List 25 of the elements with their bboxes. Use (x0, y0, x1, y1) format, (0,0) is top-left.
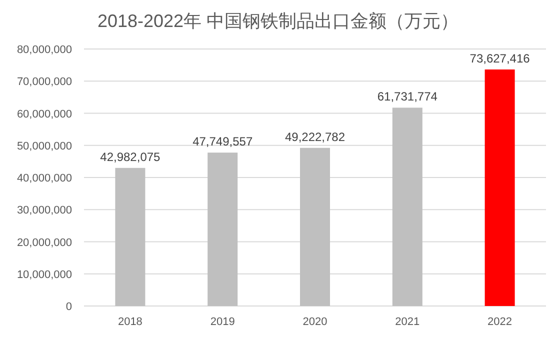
y-tick-label: 30,000,000 (16, 204, 72, 217)
data-label: 42,982,075 (100, 150, 161, 164)
y-tick-label: 80,000,000 (16, 44, 72, 56)
y-tick-label: 60,000,000 (16, 108, 72, 120)
bar (392, 108, 422, 306)
data-label: 73,627,416 (470, 51, 530, 66)
y-tick-label: 70,000,000 (16, 76, 72, 88)
data-label: 61,731,774 (377, 90, 438, 104)
data-label: 49,222,782 (284, 130, 346, 144)
y-tick-label: 0 (66, 301, 72, 313)
x-tick-label: 2020 (302, 316, 328, 328)
y-tick-label: 50,000,000 (16, 140, 72, 152)
x-tick-label: 2019 (210, 316, 235, 328)
y-tick-label: 40,000,000 (16, 172, 72, 184)
bar (208, 152, 238, 306)
data-label: 47,749,557 (192, 134, 253, 149)
x-tick-label: 2021 (395, 316, 420, 328)
chart-title: 2018-2022年 中国钢铁制品出口金额（万元） (97, 11, 459, 31)
bar (484, 69, 515, 306)
x-tick-label: 2018 (118, 316, 142, 328)
y-tick-label: 20,000,000 (16, 236, 72, 249)
x-tick-label: 2022 (488, 316, 512, 328)
bar (300, 148, 330, 306)
y-tick-label: 10,000,000 (16, 268, 72, 281)
bar (115, 168, 146, 306)
